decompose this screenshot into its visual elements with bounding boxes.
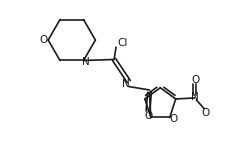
Text: O: O: [191, 75, 200, 85]
Text: N: N: [191, 92, 199, 102]
Text: N: N: [82, 57, 90, 67]
Text: N: N: [122, 79, 129, 89]
Text: O: O: [144, 111, 152, 121]
Text: O: O: [39, 35, 47, 45]
Text: Cl: Cl: [118, 38, 128, 48]
Text: O: O: [201, 108, 209, 118]
Text: O: O: [170, 114, 178, 124]
